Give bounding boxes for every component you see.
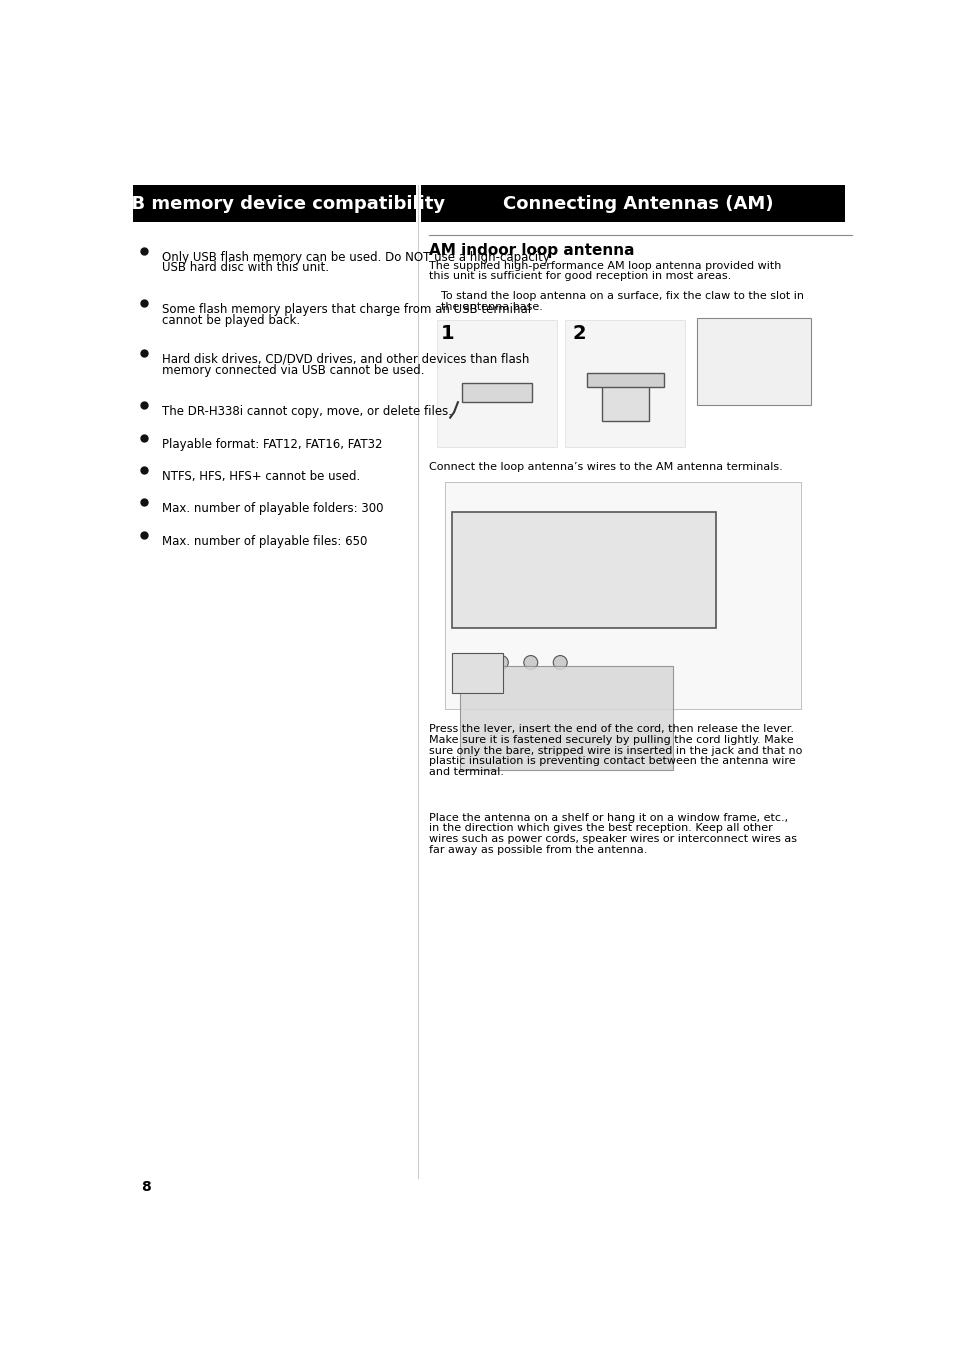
Text: in the direction which gives the best reception. Keep all other: in the direction which gives the best re…: [429, 824, 772, 833]
Text: Connecting Antennas (AM): Connecting Antennas (AM): [503, 194, 773, 212]
Text: the antenna base.: the antenna base.: [440, 302, 542, 312]
Text: Make sure it is fastened securely by pulling the cord lightly. Make: Make sure it is fastened securely by pul…: [429, 734, 793, 745]
Text: wires such as power cords, speaker wires or interconnect wires as: wires such as power cords, speaker wires…: [429, 834, 797, 844]
Text: Hard disk drives, CD/DVD drives, and other devices than flash: Hard disk drives, CD/DVD drives, and oth…: [162, 352, 529, 366]
Text: Press the lever, insert the end of the cord, then release the lever.: Press the lever, insert the end of the c…: [429, 724, 794, 734]
Bar: [459, 667, 673, 771]
Text: To stand the loop antenna on a surface, fix the claw to the slot in: To stand the loop antenna on a surface, …: [440, 292, 803, 301]
Text: Some flash memory players that charge from an USB terminal: Some flash memory players that charge fr…: [162, 302, 531, 316]
Text: Playable format: FAT12, FAT16, FAT32: Playable format: FAT12, FAT16, FAT32: [162, 437, 382, 451]
Text: Only USB flash memory can be used. Do NOT use a high-capacity: Only USB flash memory can be used. Do NO…: [162, 251, 549, 263]
Text: plastic insulation is preventing contact between the antenna wire: plastic insulation is preventing contact…: [429, 756, 795, 767]
Text: this unit is sufficient for good reception in most areas.: this unit is sufficient for good recepti…: [429, 271, 731, 281]
Text: 8: 8: [141, 1180, 151, 1193]
Text: Max. number of playable folders: 300: Max. number of playable folders: 300: [162, 502, 383, 516]
Text: Connect the loop antenna’s wires to the AM antenna terminals.: Connect the loop antenna’s wires to the …: [429, 462, 782, 472]
Bar: [461, 383, 531, 402]
Bar: [564, 320, 684, 447]
Bar: [133, 185, 416, 221]
Text: 1: 1: [440, 324, 454, 343]
Text: The DR-H338i cannot copy, move, or delete files.: The DR-H338i cannot copy, move, or delet…: [162, 405, 452, 418]
Bar: [601, 379, 648, 421]
Text: sure only the bare, stripped wire is inserted in the jack and that no: sure only the bare, stripped wire is ins…: [429, 745, 801, 756]
Circle shape: [523, 656, 537, 670]
Text: Place the antenna on a shelf or hang it on a window frame, etc.,: Place the antenna on a shelf or hang it …: [429, 813, 787, 822]
Bar: [586, 373, 663, 387]
Circle shape: [553, 656, 567, 670]
Text: memory connected via USB cannot be used.: memory connected via USB cannot be used.: [162, 363, 424, 377]
Circle shape: [494, 656, 508, 670]
Bar: [452, 513, 716, 628]
Circle shape: [464, 656, 478, 670]
Bar: [421, 185, 843, 221]
Text: The supplied high-performance AM loop antenna provided with: The supplied high-performance AM loop an…: [429, 261, 781, 270]
Text: cannot be played back.: cannot be played back.: [162, 313, 299, 327]
Bar: [696, 319, 810, 405]
Text: USB memory device compatibility: USB memory device compatibility: [104, 194, 444, 212]
Text: far away as possible from the antenna.: far away as possible from the antenna.: [429, 845, 647, 855]
Text: AM indoor loop antenna: AM indoor loop antenna: [429, 243, 634, 258]
Text: 2: 2: [572, 324, 586, 343]
Text: and terminal.: and terminal.: [429, 767, 504, 778]
Text: Max. number of playable files: 650: Max. number of playable files: 650: [162, 535, 367, 548]
Text: USB hard disc with this unit.: USB hard disc with this unit.: [162, 262, 329, 274]
Bar: [444, 482, 801, 709]
Bar: [436, 320, 557, 447]
Bar: [452, 653, 502, 694]
Text: NTFS, HFS, HFS+ cannot be used.: NTFS, HFS, HFS+ cannot be used.: [162, 470, 359, 483]
